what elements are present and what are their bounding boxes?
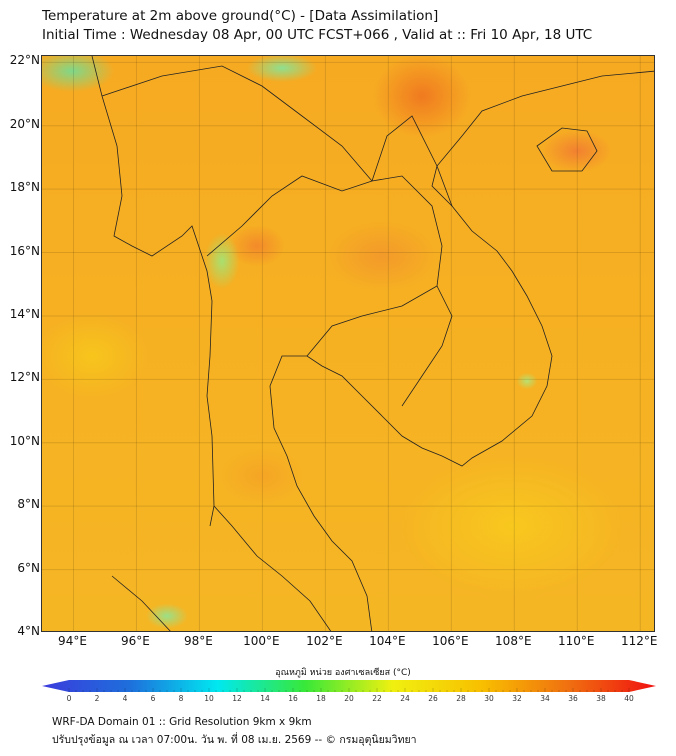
colorbar-tick-label: 32: [512, 694, 522, 703]
lon-label: 94°E: [58, 634, 87, 648]
colorbar-tick-label: 38: [596, 694, 606, 703]
coastline-sumatra: [111, 575, 171, 631]
lon-label: 96°E: [121, 634, 150, 648]
lon-label: 98°E: [183, 634, 213, 648]
colorbar-tick-label: 36: [568, 694, 578, 703]
colorbar-tick-label: 12: [232, 694, 242, 703]
colorbar-tick-label: 22: [372, 694, 382, 703]
colorbar-tick-label: 18: [316, 694, 326, 703]
colorbar-tick-label: 8: [178, 694, 184, 703]
lon-label: 108°E: [495, 634, 532, 648]
lat-label: 14°N: [9, 306, 40, 321]
colorbar-tick-label: 6: [150, 694, 156, 703]
border-laos-vietnam: [371, 115, 453, 407]
colorbar-title: อุณหภูมิ หน่วย องศาเซลเซียส (°C): [275, 668, 411, 678]
colorbar-tick-label: 10: [204, 694, 214, 703]
hainan-island: [536, 127, 598, 172]
lat-label: 10°N: [9, 433, 40, 448]
lat-label: 12°N: [9, 370, 40, 385]
chart-subtitle: Initial Time : Wednesday 08 Apr, 00 UTC …: [42, 27, 593, 43]
coastline-malay-peninsula: [213, 505, 332, 631]
border-myanmar: [101, 65, 373, 182]
temperature-map: [41, 55, 655, 632]
footer-update-info: ปรับปรุงข้อมูล ณ เวลา 07:00น. วัน พ. ที่…: [52, 734, 417, 746]
lat-label: 16°N: [9, 243, 40, 258]
footer-domain-info: WRF-DA Domain 01 :: Grid Resolution 9km …: [52, 716, 312, 728]
colorbar: [42, 680, 656, 692]
colorbar-tick-label: 20: [344, 694, 354, 703]
lat-label: 4°N: [17, 624, 40, 638]
lat-label: 18°N: [9, 180, 40, 195]
colorbar-tick-label: 34: [540, 694, 550, 703]
lon-label: 100°E: [243, 634, 280, 648]
lon-label: 112°E: [621, 634, 658, 648]
border-thailand: [206, 175, 443, 357]
colorbar-tick-label: 2: [94, 694, 100, 703]
lat-label: 6°N: [17, 560, 40, 575]
lon-label: 102°E: [306, 634, 343, 648]
lat-label: 8°N: [17, 497, 40, 512]
colorbar-tick-label: 30: [484, 694, 494, 703]
lat-label: 22°N: [9, 53, 40, 68]
colorbar-tick-label: 16: [288, 694, 298, 703]
coastline-malay-east: [269, 70, 654, 631]
colorbar-tick-label: 26: [428, 694, 438, 703]
lon-label: 104°E: [369, 634, 406, 648]
lon-label: 106°E: [432, 634, 469, 648]
colorbar-tick-label: 0: [66, 694, 72, 703]
chart-title: Temperature at 2m above ground(°C) - [Da…: [42, 8, 439, 24]
colorbar-gradient: [42, 680, 656, 692]
colorbar-tick-label: 28: [456, 694, 466, 703]
colorbar-tick-label: 24: [400, 694, 410, 703]
coastline-borders: [42, 56, 654, 631]
lon-label: 110°E: [558, 634, 595, 648]
colorbar-tick-label: 14: [260, 694, 270, 703]
coastline-myanmar-west: [91, 56, 215, 527]
colorbar-tick-label: 4: [122, 694, 128, 703]
colorbar-tick-label: 40: [624, 694, 634, 703]
lat-label: 20°N: [9, 116, 40, 131]
